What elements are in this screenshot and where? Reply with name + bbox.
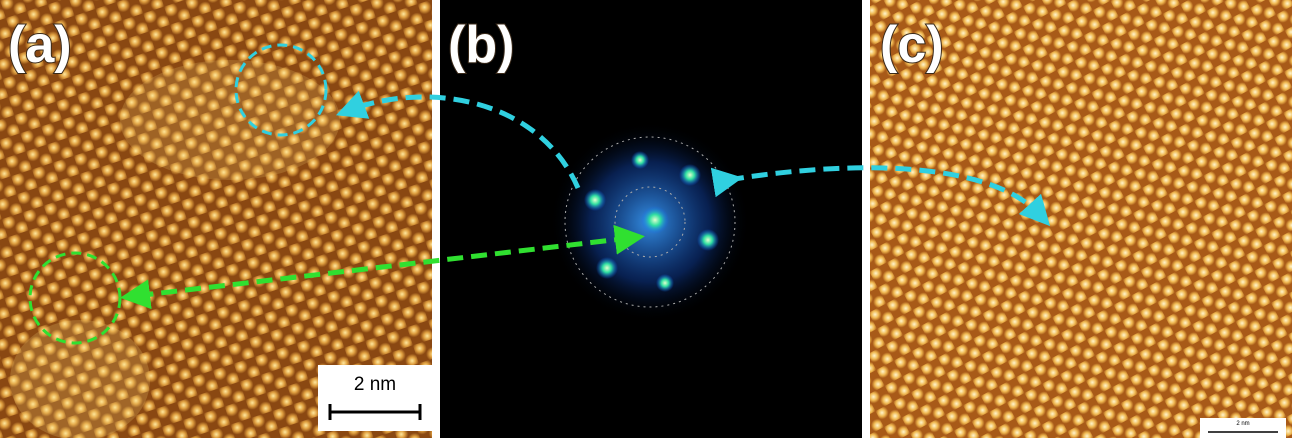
panel-label: (b) [448,16,514,74]
bright-region [10,320,150,438]
scale-bar-label: 2 nm [1236,421,1249,427]
scale-bar-label: 2 nm [354,374,396,395]
bright-region [120,60,340,180]
figure: (a) 2 nm (b) (c) 2 nm [0,0,1292,438]
panel-label: (c) [880,16,944,74]
page: (a) 2 nm (b) (c) 2 nm (() => { const dat… [0,0,1292,438]
panel-label: (a) [8,16,72,74]
